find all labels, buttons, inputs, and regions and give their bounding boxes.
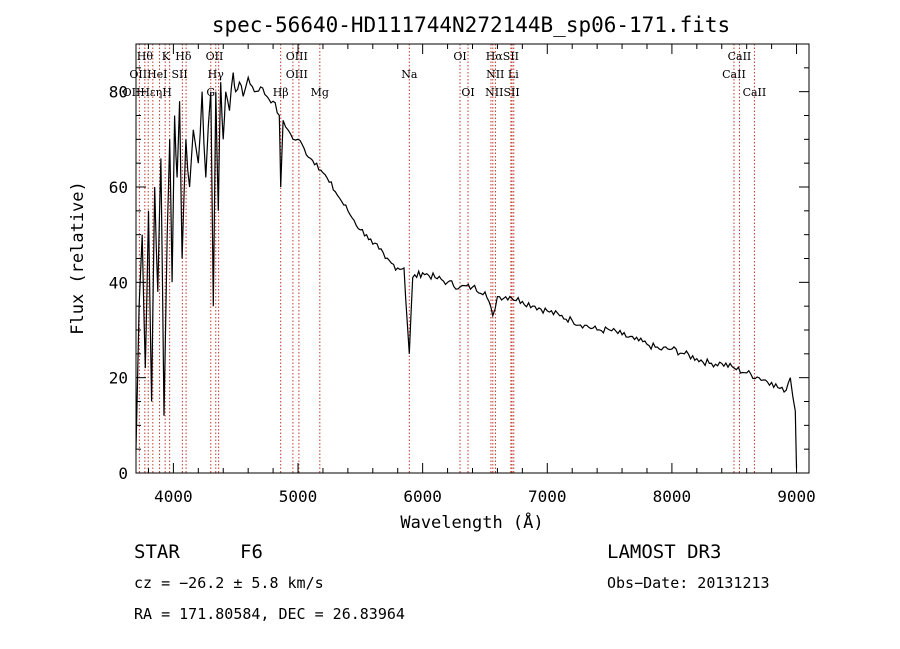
emission-line-labels: Hθ K Hδ OII OIII OI HαSII CaII OIIHeI SII Hγ OIII Na…: [123, 50, 767, 99]
line-label-4: OIII: [286, 50, 308, 63]
line-label-5: OI: [453, 50, 466, 63]
y-axis-label: Flux (relative): [68, 181, 88, 335]
object-class: STAR: [134, 541, 180, 563]
redshift-value: cz = −26.2 ± 5.8 km/s: [134, 574, 324, 592]
line-label-15: OIIHεηH: [123, 86, 172, 99]
x-axis-label: Wavelength (Å): [400, 511, 543, 533]
x-tick-label: 5000: [279, 487, 318, 506]
line-label-8: OIIHeI: [129, 68, 167, 81]
line-label-13: NII Li: [486, 68, 519, 81]
y-tick-label: 20: [109, 369, 128, 388]
line-label-7: CaII: [728, 50, 752, 63]
line-label-18: Mg: [311, 86, 329, 99]
x-tick-label: 7000: [528, 487, 567, 506]
spectrum-line: [135, 72, 798, 469]
line-label-10: Hγ: [208, 68, 225, 81]
y-tick-label: 0: [118, 464, 128, 483]
chart-title: spec-56640-HD111744N272144B_sp06-171.fit…: [212, 13, 730, 37]
line-label-19: OI: [461, 86, 474, 99]
x-axis: 4000 5000 6000 7000 8000 9000: [147, 44, 816, 506]
line-label-2: Hδ: [175, 50, 192, 63]
plot-frame: [135, 43, 810, 474]
y-tick-label: 40: [109, 273, 128, 292]
survey-name: LAMOST DR3: [607, 541, 721, 563]
line-label-11: OIII: [286, 68, 308, 81]
line-label-14: CaII: [722, 68, 746, 81]
line-label-1: K: [162, 50, 171, 63]
x-tick-label: 9000: [777, 487, 816, 506]
line-label-12: Na: [401, 68, 418, 81]
y-axis: 0 20 40 60 80: [109, 43, 809, 483]
line-label-20: NIISII: [485, 86, 520, 99]
line-label-9: SII: [172, 68, 188, 81]
line-label-3: OII: [206, 50, 224, 63]
y-tick-label: 60: [109, 178, 128, 197]
line-label-17: Hβ: [273, 86, 289, 99]
line-label-6: HαSII: [486, 50, 519, 63]
line-label-21: CaII: [743, 86, 767, 99]
x-tick-label: 4000: [154, 487, 193, 506]
object-subclass: F6: [240, 541, 263, 563]
coordinates: RA = 171.80584, DEC = 26.83964: [134, 605, 405, 623]
x-tick-label: 6000: [403, 487, 442, 506]
y-tick-label: 80: [109, 83, 128, 102]
line-label-0: Hθ: [137, 50, 154, 63]
x-tick-label: 8000: [653, 487, 692, 506]
emission-line-markers: [138, 44, 755, 473]
obs-date: Obs−Date: 20131213: [607, 574, 770, 592]
